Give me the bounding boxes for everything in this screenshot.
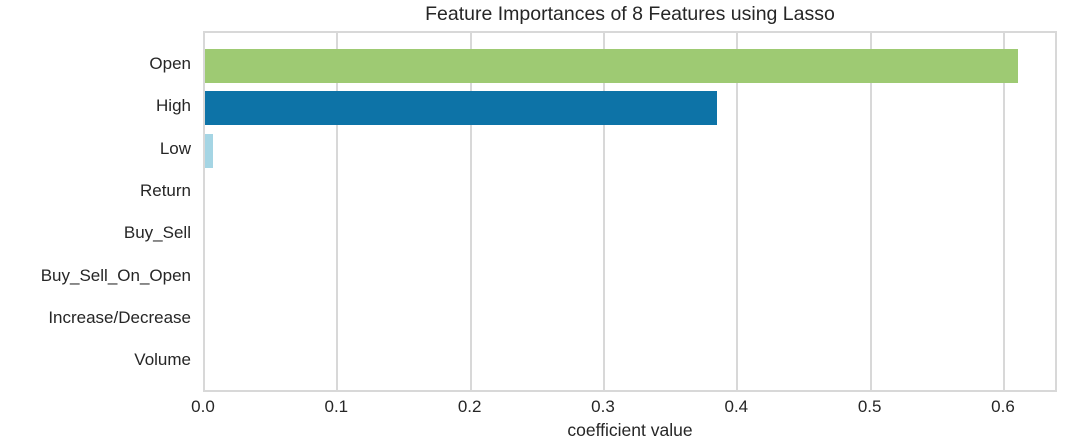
y-label-increase-decrease: Increase/Decrease (48, 307, 191, 327)
y-label-low: Low (159, 138, 191, 158)
gridline-0.5 (869, 33, 872, 390)
chart-title: Feature Importances of 8 Features using … (425, 3, 835, 25)
y-label-return: Return (139, 180, 191, 200)
gridline-0.6 (1003, 33, 1005, 390)
x-tick-0.1: 0.1 (324, 397, 349, 416)
gridline-0.3 (603, 33, 605, 390)
y-label-high: High (156, 96, 191, 116)
gridline-0.1 (336, 33, 339, 390)
y-label-buy-sell: Buy_Sell (123, 223, 191, 243)
bar-low (205, 133, 213, 168)
gridline-0.4 (736, 33, 739, 390)
x-tick-0.2: 0.2 (457, 397, 482, 416)
y-label-buy-sell-on-open: Buy_Sell_On_Open (40, 265, 191, 285)
bar-open (205, 49, 1019, 83)
x-tick-0.4: 0.4 (724, 397, 749, 416)
y-label-open: Open (149, 54, 191, 73)
plot-area (203, 31, 1057, 392)
y-label-volume: Volume (134, 350, 191, 370)
x-tick-0.6: 0.6 (991, 397, 1015, 416)
x-tick-0.5: 0.5 (857, 397, 882, 416)
x-tick-0.0: 0.0 (191, 397, 215, 416)
bar-high (205, 91, 717, 126)
gridline-0.2 (469, 33, 472, 390)
x-tick-0.3: 0.3 (591, 397, 615, 416)
x-axis-label: coefficient value (567, 420, 693, 440)
